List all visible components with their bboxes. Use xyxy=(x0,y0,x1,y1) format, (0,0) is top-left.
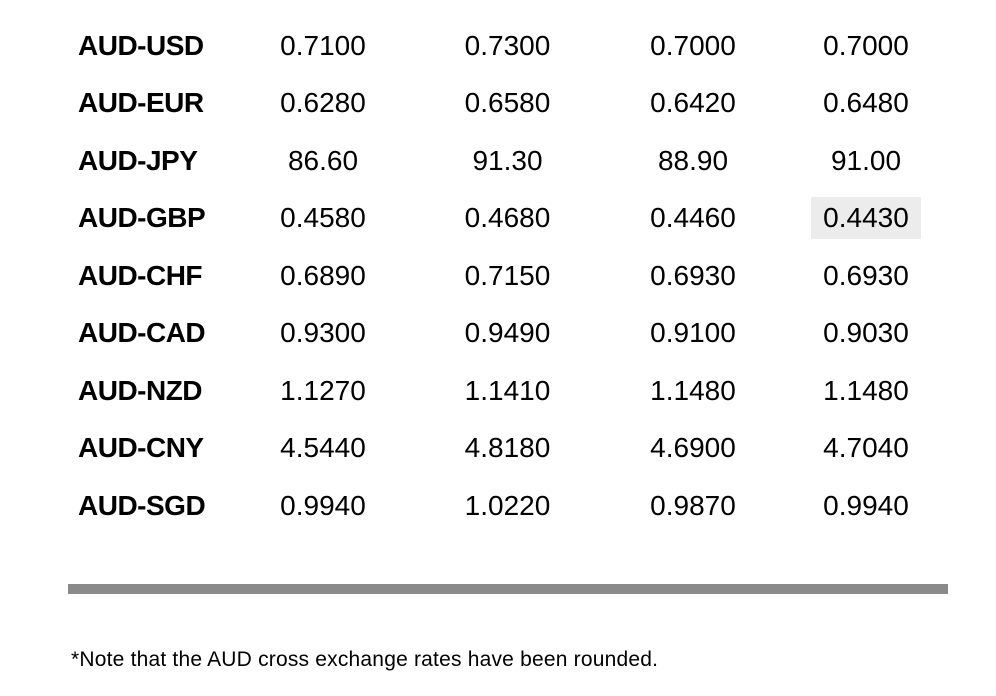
rate-cell: 4.5440 xyxy=(233,427,413,469)
exchange-rates-table: AUD-USD 0.7100 0.7300 0.7000 0.7000 AUD-EUR 0.… xyxy=(68,17,948,535)
rate-value: 0.9300 xyxy=(280,317,366,349)
rate-value: 0.7100 xyxy=(280,29,366,61)
rate-value: 0.6930 xyxy=(823,259,909,291)
table-row: AUD-CNY 4.5440 4.8180 4.6900 4.7040 xyxy=(68,420,948,478)
rate-value: 0.7300 xyxy=(464,29,551,61)
rate-cell: 0.6580 xyxy=(413,82,602,124)
rate-value: 0.9870 xyxy=(650,489,736,521)
rate-value: 0.9030 xyxy=(823,317,909,349)
rate-cell: 0.9940 xyxy=(233,485,413,527)
rate-value: 91.00 xyxy=(830,144,902,176)
rate-cell: 1.1270 xyxy=(233,370,413,412)
rate-cell: 1.0220 xyxy=(413,485,602,527)
table-row: AUD-GBP 0.4580 0.4680 0.4460 0.4430 xyxy=(68,190,948,248)
rate-cell: 0.7100 xyxy=(233,25,413,67)
rate-cell: 4.6900 xyxy=(602,427,784,469)
rate-value: 4.6900 xyxy=(650,432,736,464)
rate-value: 1.1270 xyxy=(280,374,366,406)
currency-pair-label: AUD-GBP xyxy=(78,202,206,234)
currency-pair-label: AUD-USD xyxy=(78,29,204,61)
table-row: AUD-CHF 0.6890 0.7150 0.6930 0.6930 xyxy=(68,247,948,305)
rate-value: 0.6580 xyxy=(464,87,551,119)
rate-value: 0.6420 xyxy=(650,87,736,119)
rate-value: 4.7040 xyxy=(823,432,909,464)
rate-value: 0.4460 xyxy=(650,202,736,234)
rate-cell: 0.7300 xyxy=(413,25,602,67)
rate-cell: 91.00 xyxy=(784,140,948,182)
rate-cell: 4.7040 xyxy=(784,427,948,469)
rate-cell: 4.8180 xyxy=(413,427,602,469)
rate-value-highlighted: 0.4430 xyxy=(811,197,921,240)
rate-value: 0.6930 xyxy=(650,259,736,291)
table-row: AUD-EUR 0.6280 0.6580 0.6420 0.6480 xyxy=(68,75,948,133)
currency-pair-label: AUD-CAD xyxy=(78,317,206,349)
currency-pair-label: AUD-CHF xyxy=(78,259,203,291)
rate-value: 0.9100 xyxy=(650,317,736,349)
currency-pair-label: AUD-CNY xyxy=(78,432,204,464)
rate-cell: 0.7150 xyxy=(413,255,602,297)
rate-cell: 0.9490 xyxy=(413,312,602,354)
rate-value: 91.30 xyxy=(472,144,543,176)
rate-value: 0.6280 xyxy=(280,87,366,119)
table-row: AUD-JPY 86.60 91.30 88.90 91.00 xyxy=(68,132,948,190)
rate-value: 0.9940 xyxy=(280,489,366,521)
table-row: AUD-SGD 0.9940 1.0220 0.9870 0.9940 xyxy=(68,477,948,535)
divider-bar xyxy=(68,584,948,594)
rate-value: 0.6480 xyxy=(823,87,909,119)
rate-value: 1.1410 xyxy=(464,374,551,406)
rate-value: 0.7000 xyxy=(650,29,736,61)
rate-value: 1.0220 xyxy=(464,489,551,521)
rate-cell: 0.6890 xyxy=(233,255,413,297)
rate-value: 1.1480 xyxy=(823,374,909,406)
rounding-footnote: *Note that the AUD cross exchange rates … xyxy=(71,648,659,671)
rate-cell: 0.9030 xyxy=(784,312,948,354)
table-row: AUD-NZD 1.1270 1.1410 1.1480 1.1480 xyxy=(68,362,948,420)
rate-cell: 0.6480 xyxy=(784,82,948,124)
rate-cell: 0.6930 xyxy=(602,255,784,297)
table-row: AUD-CAD 0.9300 0.9490 0.9100 0.9030 xyxy=(68,305,948,363)
rate-cell: 88.90 xyxy=(602,140,784,182)
rate-cell: 0.9300 xyxy=(233,312,413,354)
rate-value: 0.7150 xyxy=(464,259,551,291)
rate-value: 0.9490 xyxy=(464,317,551,349)
rate-cell: 0.4460 xyxy=(602,197,784,239)
rate-cell: 1.1480 xyxy=(784,370,948,412)
rate-value: 4.5440 xyxy=(280,432,366,464)
rate-value: 0.7000 xyxy=(823,29,909,61)
rate-cell: 0.9940 xyxy=(784,485,948,527)
rate-value: 1.1480 xyxy=(650,374,736,406)
rate-cell: 0.4430 xyxy=(784,197,948,240)
table-row: AUD-USD 0.7100 0.7300 0.7000 0.7000 xyxy=(68,17,948,75)
rate-value: 0.6890 xyxy=(280,259,366,291)
rate-cell: 0.6420 xyxy=(602,82,784,124)
rate-value: 0.4580 xyxy=(280,202,366,234)
rate-value: 0.4680 xyxy=(464,202,551,234)
rate-cell: 0.4580 xyxy=(233,197,413,239)
rate-cell: 86.60 xyxy=(233,140,413,182)
rate-value: 86.60 xyxy=(287,144,359,176)
currency-pair-label: AUD-NZD xyxy=(78,374,203,406)
rate-cell: 0.7000 xyxy=(602,25,784,67)
rate-cell: 0.9100 xyxy=(602,312,784,354)
rate-cell: 0.7000 xyxy=(784,25,948,67)
rate-cell: 0.4680 xyxy=(413,197,602,239)
rate-value: 4.8180 xyxy=(464,432,551,464)
rate-value: 0.9940 xyxy=(823,489,909,521)
rate-cell: 0.9870 xyxy=(602,485,784,527)
rate-value: 88.90 xyxy=(657,144,729,176)
rate-cell: 91.30 xyxy=(413,140,602,182)
rate-cell: 1.1480 xyxy=(602,370,784,412)
currency-pair-label: AUD-EUR xyxy=(78,87,204,119)
rate-cell: 0.6280 xyxy=(233,82,413,124)
rate-cell: 0.6930 xyxy=(784,255,948,297)
rate-cell: 1.1410 xyxy=(413,370,602,412)
currency-pair-label: AUD-JPY xyxy=(78,144,198,176)
currency-pair-label: AUD-SGD xyxy=(78,489,206,521)
